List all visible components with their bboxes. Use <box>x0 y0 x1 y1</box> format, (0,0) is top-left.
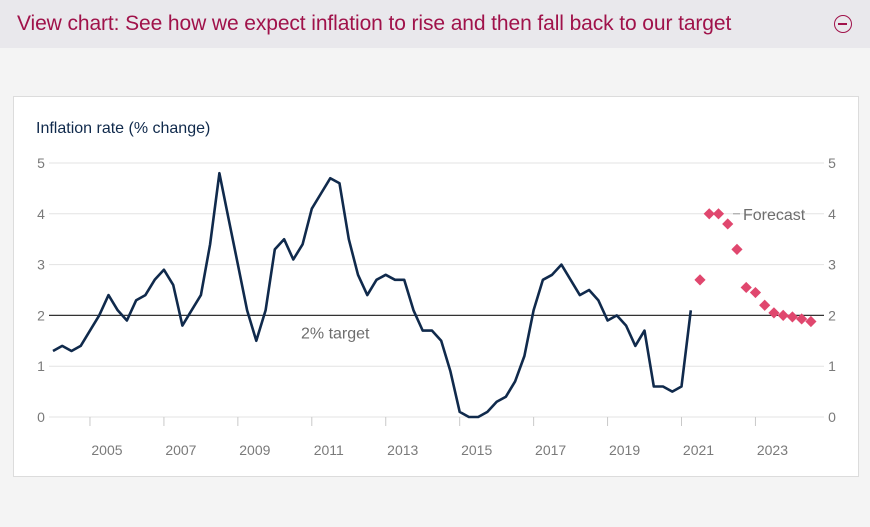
forecast-point <box>786 311 799 323</box>
forecast-point <box>731 243 743 255</box>
y-tick-left: 0 <box>37 409 45 425</box>
y-tick-left: 2 <box>37 307 45 323</box>
x-ticks: 2005 2007 2009 2011 2013 2015 2017 2019 2021 2023 <box>89 417 788 458</box>
y-axis-label: Inflation rate (% change) <box>36 120 210 137</box>
forecast-point <box>694 274 706 286</box>
forecast-point <box>740 281 752 294</box>
chart-toggle-header[interactable]: View chart: See how we expect inflation … <box>0 0 870 48</box>
x-tick-label: 2007 <box>165 442 196 458</box>
forecast-point <box>703 208 715 220</box>
gridlines <box>49 162 824 418</box>
collapse-minus-icon[interactable] <box>834 15 852 33</box>
x-tick-label: 2009 <box>239 442 270 458</box>
y-tick-left: 1 <box>37 358 45 374</box>
y-ticks-right: 0 1 2 3 4 5 <box>828 155 836 425</box>
x-tick-label: 2017 <box>535 442 566 458</box>
x-tick-label: 2023 <box>757 442 788 458</box>
y-tick-right: 4 <box>828 206 836 222</box>
forecast-point <box>777 309 789 321</box>
forecast-point <box>796 313 808 325</box>
y-tick-right: 3 <box>828 257 836 273</box>
y-ticks-left: 0 1 2 3 4 5 <box>37 155 45 425</box>
y-tick-left: 5 <box>37 155 45 171</box>
x-tick-label: 2019 <box>609 442 640 458</box>
x-tick-label: 2021 <box>683 442 714 458</box>
y-tick-left: 4 <box>37 206 45 222</box>
forecast-point <box>712 208 725 220</box>
chart-toggle-title[interactable]: View chart: See how we expect inflation … <box>17 12 732 35</box>
y-tick-right: 5 <box>828 155 836 171</box>
forecast-points <box>694 208 817 328</box>
forecast-point <box>749 286 762 299</box>
forecast-label: Forecast <box>743 207 806 224</box>
forecast-point <box>722 218 734 230</box>
x-tick-label: 2015 <box>461 442 492 458</box>
y-tick-right: 2 <box>828 307 836 323</box>
x-tick-label: 2005 <box>91 442 122 458</box>
x-tick-label: 2011 <box>314 442 344 458</box>
x-tick-label: 2013 <box>387 442 418 458</box>
y-tick-right: 1 <box>828 358 836 374</box>
forecast-point <box>805 315 817 328</box>
y-tick-right: 0 <box>828 409 836 425</box>
forecast-point <box>759 299 771 311</box>
inflation-line <box>52 171 693 419</box>
target-label: 2% target <box>301 325 370 342</box>
y-tick-left: 3 <box>37 257 45 273</box>
forecast-point <box>768 307 780 319</box>
